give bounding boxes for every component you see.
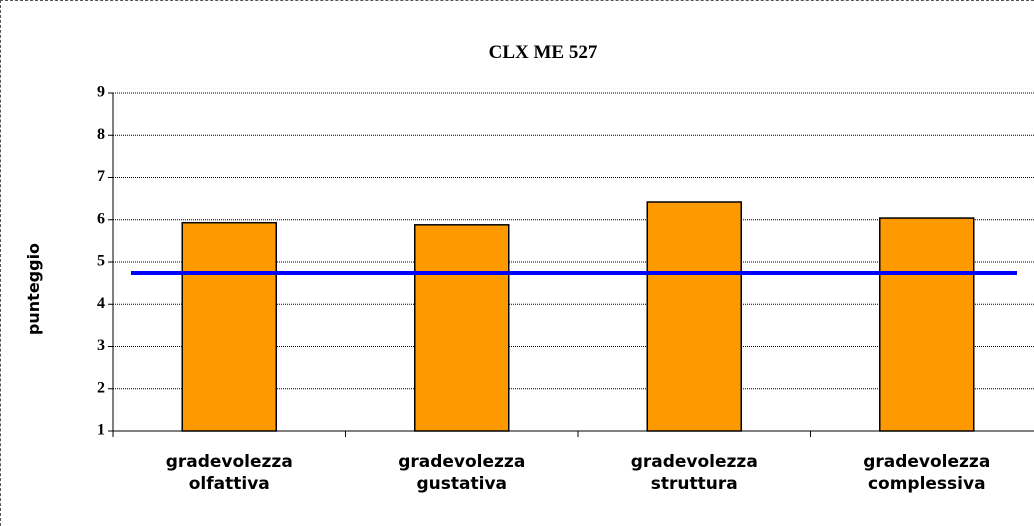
bar: [879, 217, 975, 432]
y-tick-label: 5: [97, 253, 105, 270]
y-tick-label: 7: [97, 168, 105, 185]
x-tick-label: gradevolezza complessiva: [863, 452, 991, 494]
y-tick-label: 9: [97, 84, 105, 101]
x-tick-label: gradevolezza olfattiva: [165, 452, 293, 494]
y-tick-label: 1: [97, 422, 105, 439]
y-tick-label: 4: [97, 295, 105, 312]
y-tick-label: 8: [97, 126, 105, 143]
chart-title: CLX ME 527: [489, 42, 598, 63]
x-tick-label: gradevolezza struttura: [630, 452, 758, 494]
y-axis-label: punteggio: [24, 243, 43, 335]
bar: [414, 224, 510, 432]
y-tick-label: 2: [97, 379, 105, 396]
x-tick-label: gradevolezza gustativa: [398, 452, 526, 494]
y-tick-label: 3: [97, 337, 105, 354]
bar: [646, 201, 742, 432]
y-tick-label: 6: [97, 210, 105, 227]
bar: [181, 221, 277, 432]
